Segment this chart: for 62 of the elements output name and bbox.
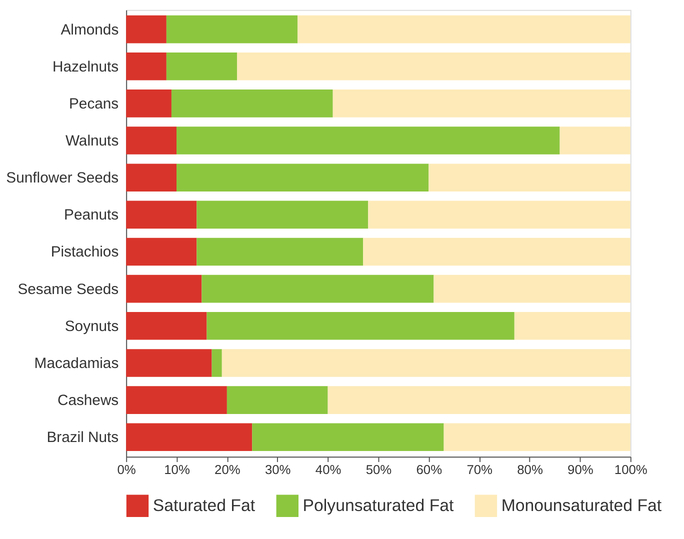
legend-label: Polyunsaturated Fat <box>302 496 454 515</box>
bar <box>368 200 630 229</box>
y-tick-label: Walnuts <box>65 133 119 150</box>
bar <box>363 238 630 266</box>
bar <box>126 274 202 303</box>
y-tick-label: Peanuts <box>64 208 119 224</box>
bar <box>126 164 177 192</box>
bar <box>166 52 238 80</box>
bar <box>126 52 166 80</box>
x-tick-label: 40% <box>315 462 342 477</box>
x-tick-label: 30% <box>264 462 291 477</box>
y-tick-label: Brazil Nuts <box>46 430 119 446</box>
bar <box>252 423 444 452</box>
y-tick-label: Sesame Seeds <box>18 282 119 298</box>
bar <box>126 386 227 414</box>
bar <box>196 200 368 229</box>
bar <box>126 15 166 44</box>
y-tick-label: Hazelnuts <box>52 59 119 76</box>
y-tick-label: Soynuts <box>64 318 119 335</box>
bar <box>126 200 197 229</box>
bar <box>166 15 298 44</box>
x-tick-label: 50% <box>366 462 392 477</box>
y-tick-label: Pistachios <box>50 244 119 261</box>
x-tick-label: 100% <box>614 462 648 477</box>
bar <box>126 126 177 154</box>
bar <box>237 52 630 80</box>
bar <box>332 90 630 118</box>
bar <box>226 386 328 414</box>
bar <box>126 90 172 118</box>
bar <box>176 126 560 154</box>
y-tick-label: Pecans <box>69 96 119 112</box>
bar <box>126 423 252 452</box>
bar <box>212 349 222 377</box>
bar <box>126 349 212 377</box>
bar <box>171 90 333 118</box>
bar <box>328 386 630 414</box>
y-tick-label: Cashews <box>57 393 119 410</box>
x-tick-label: 20% <box>214 462 240 477</box>
bar <box>196 238 364 266</box>
bar <box>514 312 630 340</box>
bar <box>434 274 630 303</box>
bar <box>560 126 630 154</box>
bar <box>222 349 630 377</box>
bar <box>444 423 630 452</box>
y-tick-label: Almonds <box>60 22 119 38</box>
bar <box>428 164 630 192</box>
x-tick-label: 0% <box>117 462 136 477</box>
bar <box>126 312 207 340</box>
legend-label: Monounsaturated Fat <box>501 496 662 515</box>
bar <box>202 274 434 303</box>
y-tick-label: Macadamias <box>34 356 119 372</box>
bar <box>206 312 514 340</box>
y-tick-label: Sunflower Seeds <box>6 170 119 187</box>
x-tick-label: 90% <box>568 462 594 477</box>
bar <box>176 164 429 192</box>
bar <box>298 15 630 44</box>
x-tick-label: 60% <box>416 462 442 477</box>
legend-label: Saturated Fat <box>152 496 256 515</box>
x-tick-label: 80% <box>517 462 543 477</box>
bar <box>126 238 197 266</box>
x-tick-label: 10% <box>164 462 190 477</box>
x-tick-label: 70% <box>466 462 492 477</box>
